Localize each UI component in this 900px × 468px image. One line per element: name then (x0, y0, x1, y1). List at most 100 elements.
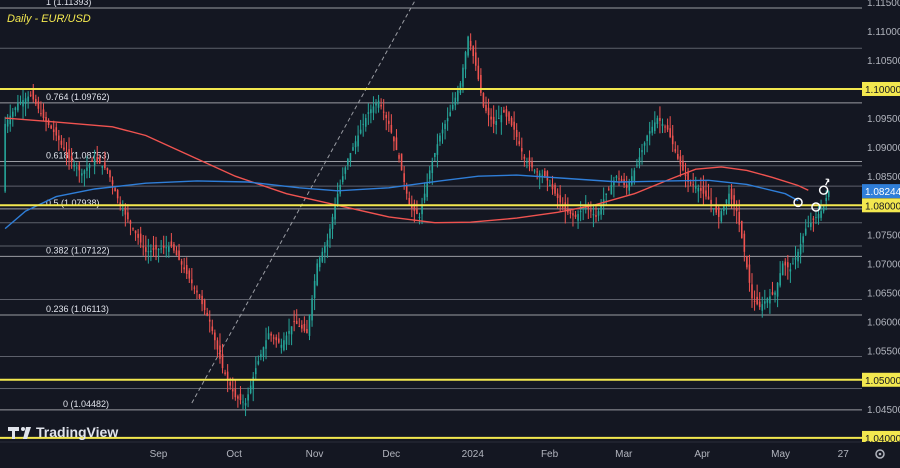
candle-body (766, 298, 769, 303)
candle-body (454, 97, 457, 106)
price-tick-label: 1.09500 (867, 114, 900, 125)
candle-body (434, 152, 436, 157)
key-level-tag (862, 198, 900, 213)
candle-body (247, 394, 249, 401)
candle-body (613, 180, 615, 186)
candle-body (388, 120, 390, 124)
candle-body (254, 368, 257, 375)
candle-body (214, 332, 216, 341)
candle-body (464, 52, 467, 70)
time-tick-label: May (771, 449, 790, 460)
candle-body (193, 287, 196, 289)
candle-body (411, 204, 413, 209)
candle-body (572, 213, 574, 216)
candle-body (515, 129, 518, 137)
time-tick-label: Nov (306, 449, 324, 460)
candle-body (239, 393, 242, 401)
tradingview-watermark: TradingView (36, 424, 118, 440)
fib-level-label: 0 (1.04482) (63, 399, 109, 409)
candle-body (794, 257, 797, 260)
candle-body (492, 116, 495, 124)
candle-body (666, 125, 669, 130)
candle-body (347, 158, 349, 165)
candle-body (170, 241, 173, 247)
candle-body (738, 211, 741, 225)
candle-body (549, 184, 551, 186)
candle-body (827, 191, 830, 198)
candle-body (331, 216, 334, 229)
candle-body (375, 103, 377, 106)
candle-body (444, 123, 446, 130)
candle-body (600, 205, 602, 215)
candle-body (684, 174, 687, 177)
candle-body (216, 340, 219, 350)
candle-body (822, 204, 825, 212)
candle-body (694, 186, 697, 189)
price-tick-label: 1.09000 (867, 143, 900, 154)
key-level-tag-label: 1.10000 (865, 85, 900, 96)
candle-body (789, 269, 792, 272)
candle-body (316, 263, 318, 286)
candle-body (495, 120, 498, 125)
settings-gear[interactable] (875, 449, 885, 459)
candle-body (569, 209, 572, 215)
candle-body (797, 251, 799, 262)
candle-body (523, 156, 526, 159)
candle-body (104, 162, 106, 169)
candle-body (725, 199, 728, 204)
candle-body (761, 304, 764, 311)
candle-body (357, 135, 359, 147)
touch-marker-circle (793, 197, 803, 208)
candle-body (462, 67, 464, 87)
candle-body (101, 165, 104, 168)
candle-body (707, 196, 710, 200)
candle-body (764, 301, 766, 304)
candle-body (700, 188, 702, 191)
candle-body (416, 209, 418, 215)
candle-body (630, 176, 633, 185)
price-tick-label: 1.04500 (867, 405, 900, 416)
candle-body (592, 214, 595, 216)
candle-body (229, 382, 232, 386)
candle-body (45, 116, 47, 122)
candle-body (654, 122, 656, 131)
candle-body (359, 129, 362, 134)
candle-body (119, 202, 122, 206)
candle-body (306, 329, 308, 334)
chart-title: Daily - EUR/USD (7, 13, 91, 25)
candle-body (267, 333, 270, 340)
candle-body (352, 147, 354, 151)
candle-body (311, 298, 313, 321)
candle-body (88, 164, 91, 168)
candle-body (329, 228, 331, 239)
candle-body (398, 155, 400, 159)
candle-body (58, 135, 60, 141)
candle-body (377, 100, 380, 108)
candle-body (482, 93, 485, 107)
gear-icon[interactable] (875, 449, 885, 459)
candle-body (526, 161, 528, 163)
candle-body (208, 319, 211, 322)
candle-body (559, 195, 561, 203)
candle-body (303, 323, 306, 331)
candle-body (298, 325, 301, 327)
candle-body (280, 344, 283, 348)
candle-body (528, 157, 531, 165)
candle-body (521, 148, 523, 152)
candle-body (551, 184, 554, 190)
candle-body (556, 193, 559, 199)
candle-body (717, 207, 720, 217)
candle-body (579, 211, 582, 213)
candle-body (577, 214, 579, 221)
candle-body (405, 186, 408, 194)
candle-body (748, 264, 751, 283)
candle-body (564, 202, 567, 212)
time-tick-label: Mar (615, 449, 633, 460)
candle-body (715, 205, 717, 213)
candle-body (364, 118, 367, 127)
candle-body (656, 118, 659, 124)
candle-body (692, 184, 694, 186)
candle-body (423, 193, 426, 201)
